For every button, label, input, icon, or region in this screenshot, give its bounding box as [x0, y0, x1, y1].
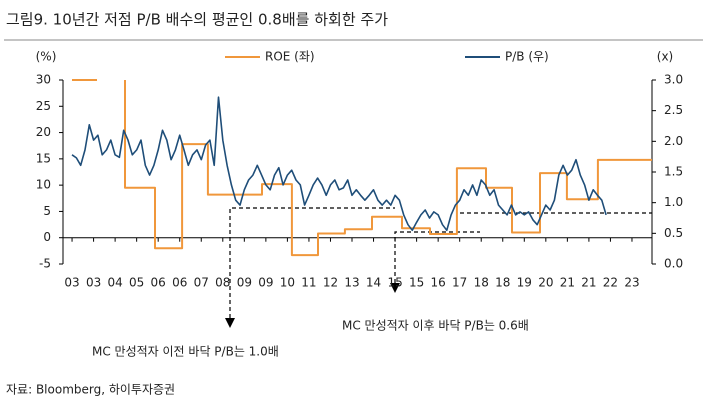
y2-tick-label: 0.0	[664, 257, 683, 271]
x-tick-label: 22	[603, 276, 618, 290]
legend-label: P/B (우)	[505, 50, 549, 64]
x-tick-label: 09	[237, 276, 252, 290]
annotation: MC 만성적자 이전 바닥 P/B는 1.0배	[92, 345, 279, 359]
x-tick-label: 14	[366, 276, 381, 290]
y-tick-label: 0	[43, 230, 51, 244]
x-tick-label: 07	[194, 276, 209, 290]
y-tick-label: -5	[39, 257, 51, 271]
annotation: MC 만성적자 이후 바닥 P/B는 0.6배	[342, 319, 529, 333]
x-tick-label: 03	[86, 276, 101, 290]
y2-axis-unit: (x)	[657, 50, 673, 64]
source-note: 자료: Bloomberg, 하이투자증권	[6, 383, 175, 397]
annotation-arrow	[225, 318, 235, 328]
x-tick-label: 23	[624, 276, 639, 290]
series-line	[71, 96, 607, 232]
y-tick-label: 5	[43, 204, 51, 218]
chart-title: 그림9. 10년간 저점 P/B 배수의 평균인 0.8배를 하회한 주가	[6, 11, 388, 29]
y2-tick-label: 3.0	[664, 73, 683, 87]
x-tick-label: 21	[581, 276, 596, 290]
x-tick-label: 15	[409, 276, 424, 290]
x-tick-label: 11	[301, 276, 316, 290]
x-tick-label: 18	[474, 276, 489, 290]
annotation-lines	[229, 207, 652, 325]
y-tick-label: 20	[36, 125, 51, 139]
x-tick-label: 21	[560, 276, 575, 290]
x-tick-label: 03	[64, 276, 79, 290]
y-tick-label: 10	[36, 178, 51, 192]
x-tick-label: 13	[344, 276, 359, 290]
x-tick-label: 05	[129, 276, 144, 290]
x-tick-label: 17	[452, 276, 467, 290]
annotation-line	[394, 231, 480, 290]
y2-tick-label: 2.5	[664, 103, 683, 117]
y2-tick-label: 1.0	[664, 195, 683, 209]
y-axis-unit: (%)	[36, 50, 57, 64]
series-line	[72, 79, 652, 257]
legend-label: ROE (좌)	[265, 50, 315, 64]
x-tick-label: 06	[172, 276, 187, 290]
x-tick-label: 15	[387, 276, 402, 290]
x-tick-label: 19	[517, 276, 532, 290]
x-tick-label: 12	[323, 276, 338, 290]
annotation-line	[229, 207, 395, 325]
y-tick-label: 30	[36, 73, 51, 87]
y2-tick-label: 0.5	[664, 226, 683, 240]
x-tick-label: 20	[538, 276, 553, 290]
x-tick-label: 16	[431, 276, 446, 290]
x-tick-label: 18	[495, 276, 510, 290]
x-tick-label: 04	[107, 276, 122, 290]
x-tick-label: 06	[151, 276, 166, 290]
y2-tick-label: 2.0	[664, 134, 683, 148]
annotation-arrow	[390, 283, 400, 293]
y-tick-label: 15	[36, 151, 51, 165]
x-tick-label: 08	[215, 276, 230, 290]
y-tick-label: 25	[36, 99, 51, 113]
x-tick-label: 09	[258, 276, 273, 290]
x-tick-label: 10	[280, 276, 295, 290]
y2-tick-label: 1.5	[664, 165, 683, 179]
